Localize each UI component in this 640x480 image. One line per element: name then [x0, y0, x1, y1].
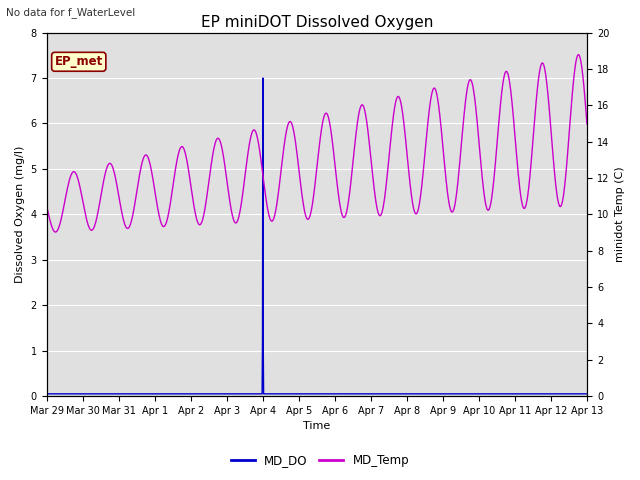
Y-axis label: Dissolved Oxygen (mg/l): Dissolved Oxygen (mg/l): [15, 145, 25, 283]
Title: EP miniDOT Dissolved Oxygen: EP miniDOT Dissolved Oxygen: [201, 15, 433, 30]
Text: EP_met: EP_met: [54, 55, 103, 68]
Legend: MD_DO, MD_Temp: MD_DO, MD_Temp: [227, 449, 413, 472]
X-axis label: Time: Time: [303, 421, 331, 432]
Text: No data for f_WaterLevel: No data for f_WaterLevel: [6, 7, 136, 18]
Y-axis label: minidot Temp (C): minidot Temp (C): [615, 167, 625, 262]
